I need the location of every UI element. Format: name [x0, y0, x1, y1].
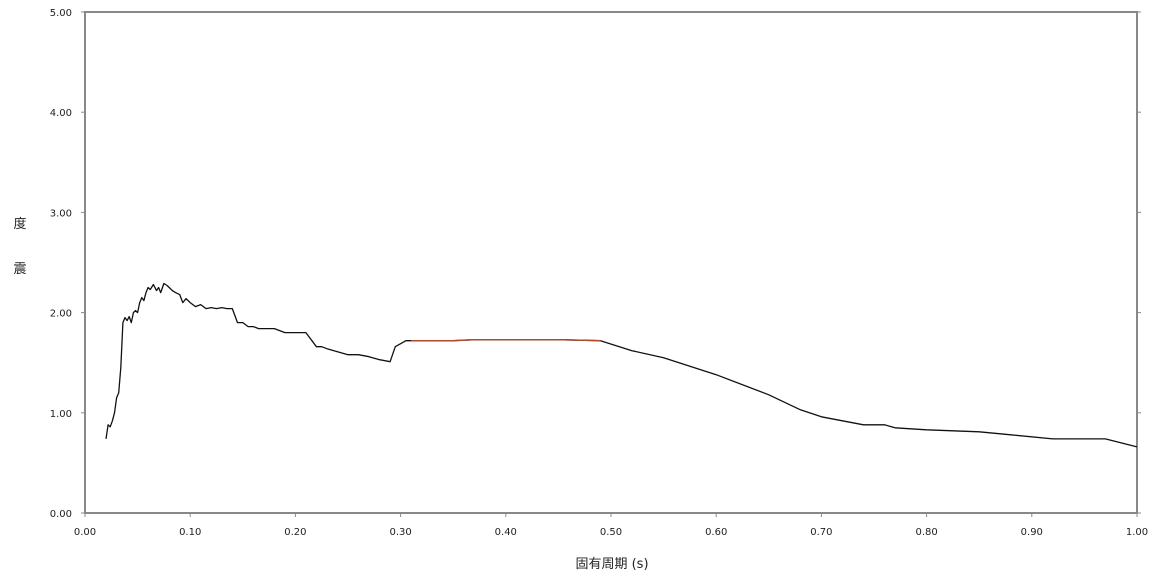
x-tick-label: 0.30	[389, 527, 411, 538]
x-tick-label: 0.10	[179, 527, 201, 538]
x-tick-label: 0.70	[810, 527, 832, 538]
x-tick-label: 0.00	[74, 527, 96, 538]
x-tick-label: 0.50	[600, 527, 622, 538]
y-tick-label: 2.00	[50, 309, 72, 320]
x-tick-label: 0.40	[495, 527, 517, 538]
y-tick-label: 4.00	[50, 108, 72, 119]
y-tick-label: 5.00	[50, 8, 72, 19]
y-tick-label: 3.00	[50, 208, 72, 219]
y-tick-label: 1.00	[50, 409, 72, 420]
y-axis-title: 震 度	[13, 216, 26, 277]
y-axis-ticks: 0.00 1.00 2.00 3.00 4.00 5.00	[50, 8, 1141, 520]
series-line	[105, 282, 1138, 448]
y-axis-title-char-1: 震	[13, 262, 26, 277]
x-tick-label: 0.60	[705, 527, 727, 538]
x-tick-label: 0.90	[1021, 527, 1043, 538]
x-tick-label: 1.00	[1126, 527, 1148, 538]
x-tick-label: 0.80	[915, 527, 937, 538]
y-tick-label: 0.00	[50, 509, 72, 520]
x-axis-ticks: 0.00 0.10 0.20 0.30 0.40 0.50 0.60 0.70 0.80 0.90…	[74, 513, 1148, 538]
series-line-plateau-segment	[411, 339, 601, 342]
y-axis-title-char-2: 度	[13, 216, 26, 232]
x-tick-label: 0.20	[284, 527, 306, 538]
x-axis-title: 固有周期 (s)	[575, 557, 648, 572]
plot-area-frame	[84, 11, 1138, 514]
